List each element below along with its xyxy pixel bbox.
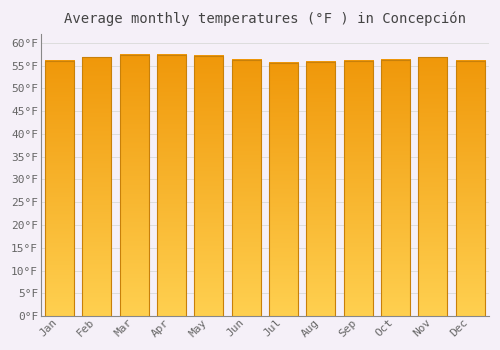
Bar [344,61,373,316]
Title: Average monthly temperatures (°F ) in Concepción: Average monthly temperatures (°F ) in Co… [64,11,466,26]
Bar [157,55,186,316]
Bar [120,55,149,316]
Bar [45,61,74,316]
Bar [269,63,298,316]
Bar [456,61,485,316]
Bar [306,62,336,316]
Bar [232,60,261,316]
Bar [194,56,224,316]
Bar [82,57,112,316]
Bar [381,60,410,316]
Bar [418,57,448,316]
